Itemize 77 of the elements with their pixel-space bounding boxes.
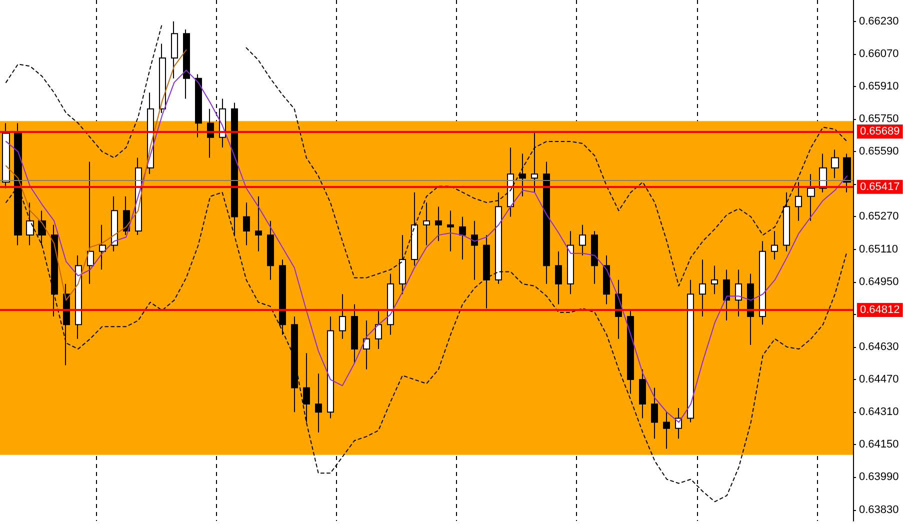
candlestick xyxy=(38,210,46,246)
candlestick xyxy=(63,283,70,366)
ref-line-label: 0.64812 xyxy=(860,304,900,316)
candlestick xyxy=(87,161,94,284)
y-tick-label: 0.65910 xyxy=(859,80,899,92)
y-tick-label: 0.63990 xyxy=(859,471,899,484)
candlestick xyxy=(771,230,778,260)
candlestick xyxy=(255,196,262,252)
candlestick xyxy=(351,304,358,364)
y-tick-label: 0.64470 xyxy=(859,374,899,386)
candlestick xyxy=(435,206,442,242)
candlestick xyxy=(183,29,190,100)
candlestick xyxy=(567,230,574,295)
ref-line-label: 0.65689 xyxy=(860,125,900,138)
candlestick xyxy=(759,240,766,326)
candlestick xyxy=(375,310,382,350)
candlestick xyxy=(687,279,694,423)
candlestick xyxy=(831,149,839,179)
candlestick xyxy=(627,310,634,394)
candlestick xyxy=(159,43,166,114)
candlestick xyxy=(603,254,610,305)
candlestick xyxy=(111,196,118,252)
candlestick xyxy=(735,269,742,317)
candlestick xyxy=(171,20,178,79)
y-tick-label: 0.64950 xyxy=(859,276,899,288)
y-tick-label: 0.66230 xyxy=(859,15,899,28)
candlestick xyxy=(99,224,106,270)
candlestick xyxy=(207,108,214,158)
y-tick-label: 0.64150 xyxy=(859,438,899,451)
line-series xyxy=(6,49,187,301)
candlestick xyxy=(555,250,562,305)
candlestick xyxy=(423,202,430,246)
candlestick xyxy=(795,182,802,222)
candlestick xyxy=(279,258,286,336)
candlestick xyxy=(315,372,322,433)
candlestick xyxy=(447,210,454,252)
candlestick xyxy=(519,153,526,197)
ref-line-label: 0.65417 xyxy=(860,180,900,193)
candlestick xyxy=(195,74,202,138)
y-tick-label: 0.63830 xyxy=(859,504,899,516)
candlestick xyxy=(723,269,730,322)
candlestick xyxy=(303,352,310,423)
candlestick xyxy=(747,273,754,346)
candlestick xyxy=(267,220,274,280)
candlestick xyxy=(363,320,370,370)
candlestick xyxy=(327,316,334,419)
candlestick xyxy=(26,202,34,246)
candlestick xyxy=(699,258,706,317)
line-series xyxy=(6,70,848,423)
candlestick xyxy=(579,224,586,256)
y-tick-label: 0.64630 xyxy=(859,340,899,353)
candlestick xyxy=(711,265,718,295)
candlestick xyxy=(807,174,815,222)
y-tick-label: 0.65590 xyxy=(859,146,899,158)
candlestick xyxy=(411,192,418,266)
candlestick xyxy=(843,153,851,193)
candlestick xyxy=(543,161,550,284)
candlestick xyxy=(387,273,394,336)
candlestick xyxy=(483,234,490,309)
candlestick xyxy=(663,412,670,450)
y-tick-label: 0.65750 xyxy=(859,113,899,126)
candlestick xyxy=(651,387,658,440)
y-tick-label: 0.65270 xyxy=(859,210,899,223)
candlestick xyxy=(339,294,346,340)
candlestick xyxy=(291,316,298,413)
candlestick xyxy=(51,224,58,317)
y-tick-label: 0.65110 xyxy=(859,243,898,256)
candlestick xyxy=(2,122,10,189)
candlestick xyxy=(783,192,790,252)
candlestick xyxy=(243,202,250,246)
candlestick xyxy=(531,130,538,193)
candlestick xyxy=(639,368,646,419)
y-tick-label: 0.66070 xyxy=(859,48,899,60)
candlestick xyxy=(459,216,466,260)
candlestick xyxy=(471,220,478,280)
candlestick xyxy=(591,230,598,284)
y-tick-label: 0.64310 xyxy=(859,406,899,418)
